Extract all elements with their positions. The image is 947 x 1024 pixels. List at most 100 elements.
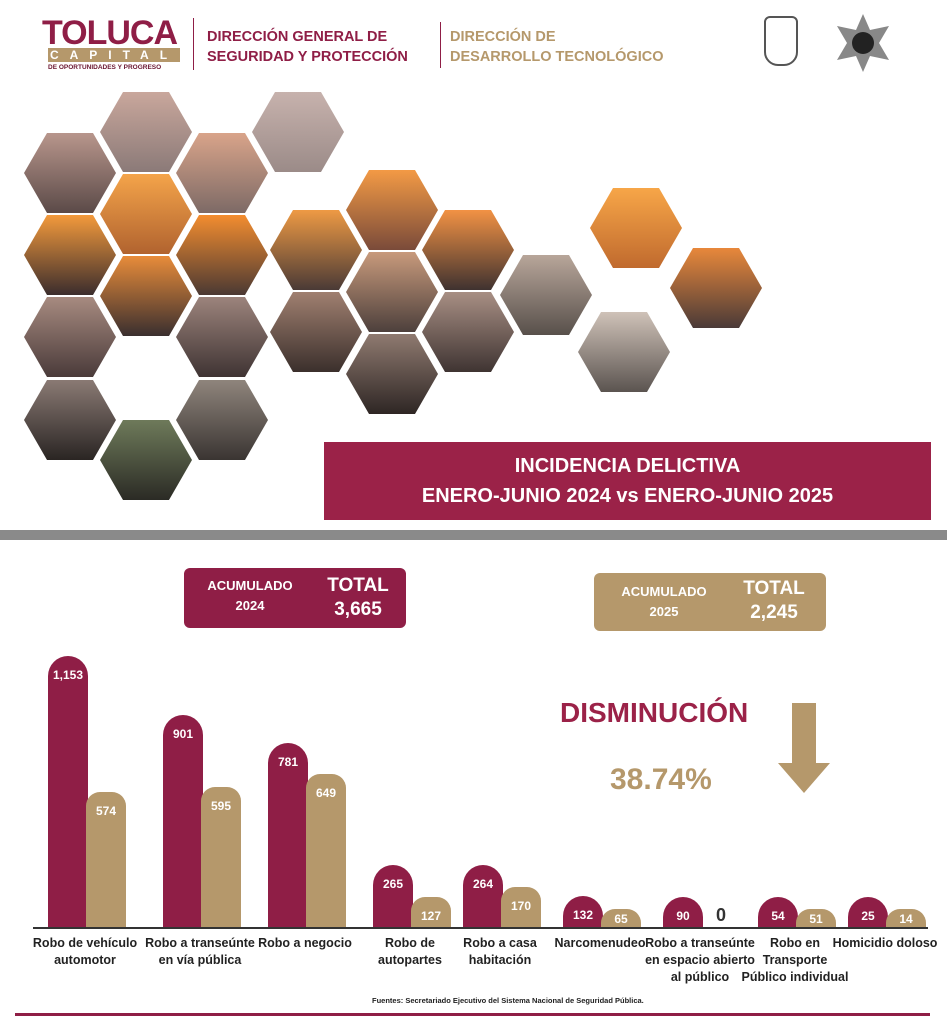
bar-2024	[48, 656, 88, 927]
city-photo-hexagon	[270, 292, 362, 372]
police-badge-icon	[837, 14, 889, 72]
acc-2024-total: TOTAL 3,665	[314, 574, 402, 622]
cover-panel: TOLUCA CAPITAL DE OPORTUNIDADES Y PROGRE…	[0, 0, 947, 530]
value-label-2024: 264	[472, 876, 494, 891]
total-value: 2,245	[750, 602, 798, 623]
title-banner: INCIDENCIA DELICTIVA ENERO-JUNIO 2024 vs …	[324, 442, 931, 520]
divider	[440, 22, 441, 68]
city-photo-hexagon	[252, 92, 344, 172]
bar-2025	[86, 792, 126, 927]
bar-2025	[306, 774, 346, 927]
city-photo-hexagon	[24, 215, 116, 295]
bar-2025	[501, 887, 541, 927]
divider	[193, 18, 194, 70]
dept-tech: DIRECCIÓN DE DESARROLLO TECNOLÓGICO	[450, 27, 663, 67]
acc-label-line: 2025	[649, 604, 679, 619]
category-label: Robo a transeúnte en vía pública	[145, 936, 255, 967]
value-label-2024: 90	[676, 909, 690, 923]
acc-2025-label: ACUMULADO 2025	[602, 582, 726, 622]
value-label-2024: 1,153	[52, 668, 84, 683]
category-label: Robo a transeúnte en espacio abierto al …	[645, 936, 755, 984]
category-label: Robo en Transporte Público individual	[741, 936, 849, 984]
arrow-down-icon	[778, 703, 830, 793]
value-label-2024: 781	[277, 755, 299, 770]
value-label-2025: 170	[510, 899, 532, 914]
value-label-2025: 127	[420, 909, 442, 924]
bar-2024	[663, 897, 703, 927]
city-photo-hexagon	[100, 174, 192, 254]
dept-general: DIRECCIÓN GENERAL DE SEGURIDAD Y PROTECCI…	[207, 27, 408, 67]
bar-2024	[373, 864, 413, 927]
accumulated-2024-box: ACUMULADO 2024 TOTAL 3,665	[184, 568, 406, 628]
city-photo-hexagon	[24, 380, 116, 460]
source-note: Fuentes: Secretariado Ejecutivo del Sist…	[372, 996, 644, 1005]
value-label-2025: 595	[210, 799, 232, 814]
category-label: Robo de vehículo automotor	[32, 936, 138, 967]
category-label: Narcomenudeo	[554, 936, 646, 950]
dept1-line2: SEGURIDAD Y PROTECCIÓN	[207, 49, 408, 65]
value-label-2024: 132	[572, 907, 594, 922]
city-photo-hexagon	[100, 92, 192, 172]
value-label-2024: 54	[771, 909, 785, 923]
dept2-line1: DIRECCIÓN DE	[450, 29, 556, 45]
value-label-2025: 14	[899, 912, 913, 926]
acc-2024-label: ACUMULADO 2024	[190, 576, 310, 616]
bar-2024	[563, 895, 603, 927]
city-photo-hexagon	[346, 334, 438, 414]
city-photo-hexagon	[100, 420, 192, 500]
value-label-2024: 25	[861, 909, 875, 923]
city-photo-hexagon	[346, 170, 438, 250]
total-value: 3,665	[334, 599, 382, 620]
acc-2025-total: TOTAL 2,245	[729, 577, 819, 625]
city-photo-hexagon	[346, 252, 438, 332]
bar-2024	[268, 743, 308, 927]
city-photo-hexagon	[24, 133, 116, 213]
decrease-percent: 38.74%	[610, 763, 712, 796]
accumulated-2025-box: ACUMULADO 2025 TOTAL 2,245	[594, 573, 826, 631]
value-label-2025: 574	[95, 804, 117, 819]
value-label-2025: 649	[315, 786, 337, 801]
city-photo-hexagon	[500, 255, 592, 335]
city-photo-hexagon	[176, 297, 268, 377]
footer-rule	[15, 1013, 930, 1016]
value-label-2024: 901	[172, 727, 194, 742]
city-photo-hexagon	[422, 292, 514, 372]
bar-2025	[601, 909, 641, 927]
bar-2025	[796, 909, 836, 927]
city-photo-hexagon	[24, 297, 116, 377]
bar-2025	[886, 909, 926, 927]
city-photo-hexagon	[100, 256, 192, 336]
value-label-2025: 0	[715, 905, 726, 925]
banner-line1: INCIDENCIA DELICTIVA	[514, 455, 741, 477]
city-photo-hexagon	[578, 312, 670, 392]
bar-2025	[411, 897, 451, 927]
coat-of-arms-icon	[764, 16, 798, 66]
logo-capital: CAPITAL	[48, 48, 180, 62]
city-photo-hexagon	[670, 248, 762, 328]
bar-2024	[758, 897, 798, 927]
banner-line2: ENERO-JUNIO 2024 vs ENERO-JUNIO 2025	[421, 485, 834, 507]
acc-label-line: 2024	[235, 598, 265, 613]
category-label: Robo a negocio	[258, 936, 352, 950]
acc-label-line: ACUMULADO	[621, 584, 707, 599]
category-label: Robo a casa habitación	[463, 936, 537, 967]
value-label-2024: 265	[382, 876, 404, 891]
total-label: TOTAL	[327, 575, 389, 596]
toluca-logo: TOLUCA	[42, 14, 178, 52]
value-label-2025: 51	[809, 912, 823, 926]
city-photo-hexagon	[176, 133, 268, 213]
category-label: Robo de autopartes	[378, 936, 442, 967]
dept1-line1: DIRECCIÓN GENERAL DE	[207, 29, 388, 45]
bar-2024	[848, 897, 888, 927]
city-photo-hexagon	[270, 210, 362, 290]
logo-slogan: DE OPORTUNIDADES Y PROGRESO	[48, 64, 162, 71]
bar-2025	[201, 787, 241, 927]
city-photo-hexagon	[176, 215, 268, 295]
acc-label-line: ACUMULADO	[207, 578, 293, 593]
city-photo-hexagon	[176, 380, 268, 460]
total-label: TOTAL	[743, 578, 805, 599]
city-photo-hexagon	[590, 188, 682, 268]
category-label: Homicidio doloso	[832, 936, 938, 950]
bar-2024	[163, 715, 203, 927]
value-label-2025: 65	[614, 912, 628, 926]
